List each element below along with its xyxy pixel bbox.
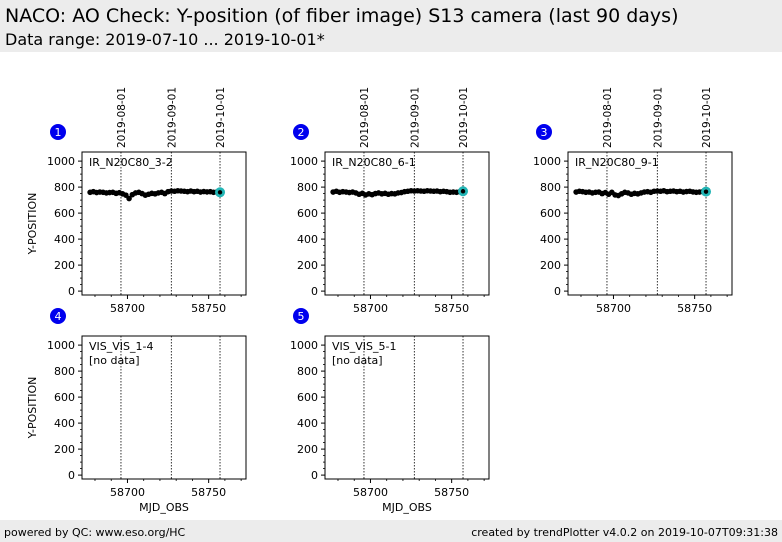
y-tick-label: 400 xyxy=(297,417,318,430)
x-tick-label: 58700 xyxy=(110,486,145,499)
panel-number-badge xyxy=(50,124,66,140)
x-tick-label: 58750 xyxy=(434,302,469,315)
series-label: IR_N20C80_6-1 xyxy=(332,156,416,169)
panel-number-badge xyxy=(536,124,552,140)
x-axis-label: MJD_OBS xyxy=(382,501,432,514)
date-line-label: 2019-08-01 xyxy=(116,87,128,148)
x-tick-label: 58700 xyxy=(110,302,145,315)
y-tick-label: 600 xyxy=(54,391,75,404)
date-line-label: 2019-09-01 xyxy=(166,87,178,148)
y-tick-label: 0 xyxy=(554,285,561,298)
date-line-label: 2019-10-01 xyxy=(215,87,227,148)
panel-number: 4 xyxy=(55,310,62,323)
y-tick-label: 1000 xyxy=(47,339,75,352)
y-tick-label: 0 xyxy=(68,285,75,298)
panel-number-badge xyxy=(50,308,66,324)
y-tick-label: 800 xyxy=(54,365,75,378)
data-range-subtitle: Data range: 2019-07-10 ... 2019-10-01* xyxy=(5,30,325,49)
series-label: VIS_VIS_5-1 xyxy=(332,340,396,353)
y-tick-label: 200 xyxy=(54,259,75,272)
page-title: NACO: AO Check: Y-position (of fiber ima… xyxy=(5,5,679,27)
y-tick-label: 0 xyxy=(311,285,318,298)
y-axis-label: Y-POSITION xyxy=(26,377,39,440)
y-tick-label: 800 xyxy=(540,181,561,194)
y-tick-label: 1000 xyxy=(533,155,561,168)
panel-number: 1 xyxy=(55,126,62,139)
y-tick-label: 200 xyxy=(540,259,561,272)
y-tick-label: 400 xyxy=(297,233,318,246)
no-data-note: [no data] xyxy=(332,354,383,367)
panel-number: 3 xyxy=(541,126,548,139)
y-tick-label: 200 xyxy=(54,443,75,456)
x-tick-label: 58700 xyxy=(353,486,388,499)
plot-frame xyxy=(324,151,490,296)
y-tick-label: 1000 xyxy=(290,155,318,168)
y-tick-label: 800 xyxy=(54,181,75,194)
y-tick-label: 0 xyxy=(68,469,75,482)
plot-frame xyxy=(324,335,490,480)
y-tick-label: 600 xyxy=(540,207,561,220)
x-tick-label: 58750 xyxy=(677,302,712,315)
x-tick-label: 58750 xyxy=(191,486,226,499)
y-tick-label: 800 xyxy=(297,365,318,378)
y-tick-label: 200 xyxy=(297,443,318,456)
plot-frame xyxy=(81,151,247,296)
panel-number: 2 xyxy=(298,126,305,139)
y-axis-label: Y-POSITION xyxy=(26,193,39,256)
y-tick-label: 0 xyxy=(311,469,318,482)
plot-frame xyxy=(567,151,733,296)
latest-point xyxy=(460,189,466,194)
no-data-note: [no data] xyxy=(89,354,140,367)
y-tick-label: 600 xyxy=(297,391,318,404)
latest-point xyxy=(217,190,223,195)
x-tick-label: 58700 xyxy=(353,302,388,315)
page-footer: powered by QC: www.eso.org/HC created by… xyxy=(0,520,782,542)
panel-number-badge xyxy=(293,124,309,140)
chart-panel-4: 0 200 400 600 800 1000 58700 58750 VIS_VIS_1-4[n… xyxy=(26,308,247,514)
date-line-label: 2019-10-01 xyxy=(701,87,713,148)
powered-by-text: powered by QC: www.eso.org/HC xyxy=(4,526,186,539)
date-line-label: 2019-09-01 xyxy=(409,87,421,148)
y-tick-label: 600 xyxy=(297,207,318,220)
chart-panel-3: 2019-08-01 2019-09-01 2019-10-01 0 200 400 600… xyxy=(533,87,733,315)
chart-panel-1: 2019-08-01 2019-09-01 2019-10-01 0 200 400 600… xyxy=(26,87,247,315)
data-point xyxy=(126,195,132,202)
plot-frame xyxy=(81,335,247,480)
panel-number: 5 xyxy=(298,310,305,323)
series-label: IR_N20C80_3-2 xyxy=(89,156,173,169)
y-tick-label: 1000 xyxy=(290,339,318,352)
y-tick-label: 400 xyxy=(54,233,75,246)
x-tick-label: 58750 xyxy=(434,486,469,499)
y-tick-label: 400 xyxy=(540,233,561,246)
y-tick-label: 800 xyxy=(297,181,318,194)
date-line-label: 2019-08-01 xyxy=(602,87,614,148)
x-tick-label: 58700 xyxy=(596,302,631,315)
date-line-label: 2019-10-01 xyxy=(458,87,470,148)
series-label: VIS_VIS_1-4 xyxy=(89,340,153,353)
latest-point xyxy=(703,189,709,194)
chart-panel-5: 0 200 400 600 800 1000 58700 58750 VIS_VIS_5-1[n… xyxy=(290,308,490,514)
x-tick-label: 58750 xyxy=(191,302,226,315)
panel-number-badge xyxy=(293,308,309,324)
page-header: NACO: AO Check: Y-position (of fiber ima… xyxy=(0,0,782,52)
y-tick-label: 600 xyxy=(54,207,75,220)
x-axis-label: MJD_OBS xyxy=(139,501,189,514)
date-line-label: 2019-09-01 xyxy=(652,87,664,148)
y-tick-label: 200 xyxy=(297,259,318,272)
series-label: IR_N20C80_9-1 xyxy=(575,156,659,169)
date-line-label: 2019-08-01 xyxy=(359,87,371,148)
y-tick-label: 400 xyxy=(54,417,75,430)
y-tick-label: 1000 xyxy=(47,155,75,168)
created-by-text: created by trendPlotter v4.0.2 on 2019-1… xyxy=(471,526,778,539)
chart-panel-2: 2019-08-01 2019-09-01 2019-10-01 0 200 400 600… xyxy=(290,87,490,315)
